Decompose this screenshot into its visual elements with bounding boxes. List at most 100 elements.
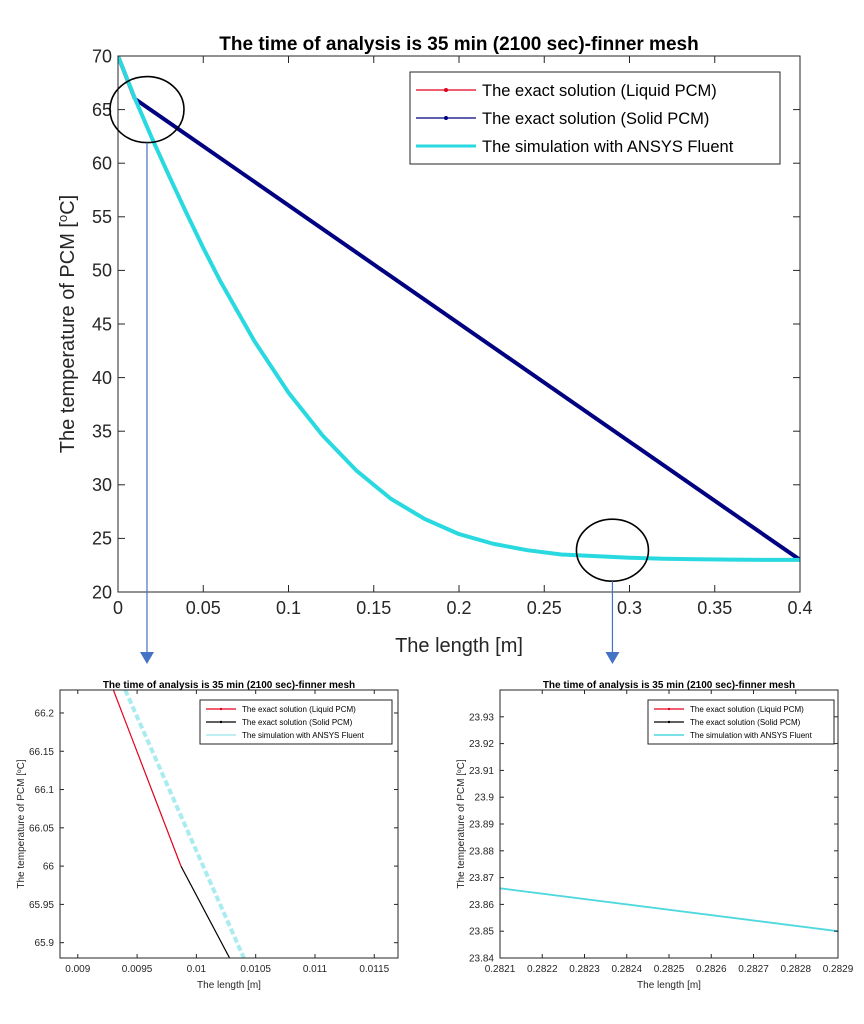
legend: The exact solution (Liquid PCM) The exact… [409, 71, 781, 165]
series-line-2 [180, 865, 231, 958]
x-tick-label: 0.0115 [359, 964, 389, 975]
legend-entry: The simulation with ANSYS Fluent [690, 731, 813, 740]
y-axis-label-unit: C] [456, 759, 467, 769]
y-axis-label-sup: o [456, 769, 463, 773]
x-tick-label: 0.009 [65, 964, 90, 975]
zoom-arrow-1-head [139, 652, 154, 664]
y-tick-label: 23.84 [469, 954, 494, 965]
y-tick-label: 23.89 [469, 820, 494, 831]
x-tick-label: 0.2823 [569, 964, 600, 975]
x-tick-label: 0.0095 [122, 964, 153, 975]
chart-title: The time of analysis is 35 min (2100 sec… [103, 680, 355, 691]
y-axis-label-main: The temperature of PCM [ [456, 773, 467, 889]
y-axis-label-unit: C] [57, 195, 79, 215]
y-tick-label: 66.1 [35, 785, 55, 796]
y-tick-label: 66 [43, 862, 55, 873]
x-tick-label: 0.25 [527, 598, 562, 618]
y-tick-label: 23.86 [469, 900, 494, 911]
x-tick-label: 0 [113, 598, 123, 618]
x-axis-label: The length [m] [395, 635, 523, 657]
x-tick-label: 0.01 [187, 964, 207, 975]
y-tick-label: 23.91 [469, 766, 494, 777]
x-tick-label: 0.2822 [527, 964, 558, 975]
plot-frame [59, 689, 399, 959]
x-tick-label: 0.3 [617, 598, 642, 618]
x-tick-label: 0.2825 [654, 964, 685, 975]
y-tick-label: 65.9 [35, 938, 55, 949]
y-tick-label: 40 [92, 368, 112, 388]
y-tick-label: 55 [92, 207, 112, 227]
x-axis-label: The length [m] [197, 980, 261, 991]
y-tick-label: 65 [92, 100, 112, 120]
legend-entry: The exact solution (Solid PCM) [482, 110, 709, 128]
y-tick-label: 50 [92, 261, 112, 281]
chart-2: The time of analysis is 35 min (2100 sec… [16, 680, 399, 991]
legend-marker [667, 720, 671, 724]
legend-marker [219, 707, 223, 711]
zoom-arrow-2-head [605, 652, 620, 664]
y-tick-label: 30 [92, 475, 112, 495]
y-axis-label-main: The temperature of PCM [ [57, 222, 79, 454]
x-tick-label: 0.2829 [823, 964, 854, 975]
x-tick-label: 0.011 [303, 964, 328, 975]
y-axis-label-sup: o [16, 769, 23, 773]
x-tick-label: 0.4 [787, 598, 812, 618]
x-tick-label: 0.2824 [611, 964, 642, 975]
y-axis-label: The temperature of PCM [oC] [55, 195, 80, 453]
chart-title: The time of analysis is 35 min (2100 sec… [543, 680, 795, 691]
y-tick-label: 65.95 [29, 900, 54, 911]
x-tick-label: 0.2828 [780, 964, 811, 975]
series-line-3 [118, 56, 800, 562]
y-tick-label: 66.05 [29, 823, 54, 834]
legend-marker [219, 720, 223, 724]
y-tick-label: 70 [92, 46, 112, 66]
x-tick-label: 0.15 [356, 598, 391, 618]
y-tick-label: 45 [92, 314, 112, 334]
legend-marker [667, 707, 671, 711]
legend-entry: The exact solution (Solid PCM) [690, 718, 801, 727]
y-tick-label: 35 [92, 422, 112, 442]
zoom-annotations [109, 75, 650, 664]
legend: The exact solution (Liquid PCM) The exact… [647, 699, 835, 745]
y-tick-label: 66.15 [29, 747, 54, 758]
x-tick-label: 0.2821 [485, 964, 516, 975]
y-tick-label: 25 [92, 529, 112, 549]
x-axis-label: The length [m] [637, 980, 701, 991]
legend-marker [444, 88, 448, 92]
y-axis-label: The temperature of PCM [oC] [16, 759, 28, 888]
y-tick-label: 23.85 [469, 927, 494, 938]
x-tick-label: 0.2827 [738, 964, 769, 975]
y-tick-label: 20 [92, 582, 112, 602]
y-tick-label: 23.93 [469, 712, 494, 723]
x-tick-label: 0.2826 [696, 964, 727, 975]
legend-entry: The exact solution (Solid PCM) [242, 718, 353, 727]
zoom-circle-2 [575, 518, 650, 582]
y-tick-label: 66.2 [35, 708, 55, 719]
y-axis-label-unit: C] [16, 759, 27, 769]
legend-entry: The simulation with ANSYS Fluent [242, 731, 365, 740]
legend: The exact solution (Liquid PCM) The exact… [199, 699, 393, 745]
y-tick-label: 60 [92, 154, 112, 174]
x-tick-label: 0.1 [276, 598, 301, 618]
legend-box [647, 699, 835, 745]
legend-entry: The exact solution (Liquid PCM) [482, 82, 717, 100]
y-tick-label: 23.92 [469, 739, 494, 750]
series-line-3 [500, 887, 838, 933]
y-tick-label: 23.87 [469, 873, 494, 884]
x-tick-label: 0.05 [186, 598, 221, 618]
y-tick-label: 23.88 [469, 846, 494, 857]
legend-entry: The exact solution (Liquid PCM) [690, 705, 804, 714]
series-line-2 [133, 97, 800, 562]
x-tick-label: 0.35 [697, 598, 732, 618]
series-line-3 [123, 690, 246, 958]
chart-title: The time of analysis is 35 min (2100 sec… [219, 34, 698, 55]
chart-3: The time of analysis is 35 min (2100 sec… [456, 680, 854, 991]
y-tick-label: 23.9 [475, 793, 495, 804]
legend-entry: The simulation with ANSYS Fluent [482, 138, 734, 156]
y-axis-label: The temperature of PCM [oC] [456, 759, 468, 888]
x-tick-label: 0.2 [446, 598, 471, 618]
chart-1: The time of analysis is 35 min (2100 sec… [55, 34, 813, 657]
legend-entry: The exact solution (Liquid PCM) [242, 705, 356, 714]
series-line-1 [112, 690, 182, 867]
